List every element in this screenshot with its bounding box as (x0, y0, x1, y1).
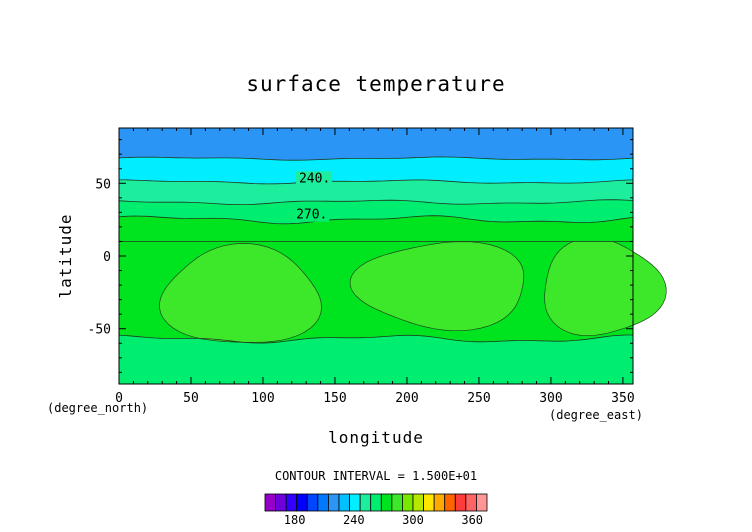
colorbar-swatch (433, 493, 446, 512)
colorbar-swatch (423, 493, 435, 512)
colorbar-swatch (402, 493, 414, 512)
colorbar: 180 240 300 360 (264, 493, 488, 527)
zone-patch (349, 241, 525, 332)
contour-labels: 240. 270. (293, 171, 332, 223)
x-tick-label: 250 (467, 391, 490, 406)
colorbar-swatch (380, 493, 393, 512)
colorbar-tick-label: 360 (461, 513, 483, 527)
colorbar-swatch (412, 493, 424, 512)
colorbar-swatch (465, 493, 477, 512)
colorbar-tick-label: 240 (343, 513, 365, 527)
contour-label-bg (293, 207, 330, 222)
contour-label: 240. (299, 171, 330, 186)
chart-title: surface temperature (246, 72, 505, 96)
colorbar-swatch (264, 493, 276, 512)
contour-line (118, 156, 634, 161)
x-axis-label: longitude (328, 428, 424, 447)
contour-label: 270. (296, 208, 327, 223)
x-tick-label: 100 (251, 391, 274, 406)
contour-label-bg (295, 171, 332, 186)
colorbar-tick-label: 180 (284, 513, 306, 527)
colorbar-swatch (476, 493, 488, 512)
y-axis-unit: (degree_north) (47, 401, 148, 415)
colorbar-swatch (296, 493, 308, 512)
colorbar-swatch (275, 493, 287, 512)
zone-patch (544, 237, 667, 337)
zone-band (119, 128, 633, 161)
colorbar-swatch (454, 493, 467, 512)
contour-line (118, 334, 633, 344)
y-axis-label: latitude (56, 213, 75, 298)
x-tick-label: 50 (183, 391, 199, 406)
colorbar-swatch (338, 493, 350, 512)
colorbar-swatch (370, 493, 382, 512)
y-tick-label: 50 (95, 177, 111, 192)
contour-interval-note: CONTOUR INTERVAL = 1.500E+01 (275, 469, 477, 483)
contour-line (118, 215, 634, 225)
colorbar-swatch (391, 493, 403, 512)
x-tick-label: 300 (539, 391, 562, 406)
colorbar-swatch (317, 493, 329, 512)
colorbar-swatch (359, 493, 372, 512)
colorbar-swatch (306, 493, 319, 512)
contour-line (118, 199, 634, 205)
plot-area: 240. 270. 0 50 100 150 200 250 300 350 -50 0 50 (88, 127, 667, 406)
axes: 0 50 100 150 200 250 300 350 -50 0 50 (88, 127, 635, 406)
y-tick-label: 0 (103, 250, 111, 265)
x-tick-label: 0 (115, 391, 123, 406)
colorbar-swatch (285, 493, 298, 512)
temperature-zones (119, 128, 667, 384)
x-tick-label: 350 (611, 391, 634, 406)
contour-line (119, 179, 634, 185)
contour-lines (118, 156, 634, 344)
y-tick-label: -50 (88, 323, 111, 338)
x-tick-label: 150 (323, 391, 346, 406)
x-tick-label: 200 (395, 391, 418, 406)
x-axis-unit: (degree_east) (549, 408, 643, 422)
colorbar-tick-label: 300 (402, 513, 424, 527)
zone-patch (159, 243, 322, 343)
colorbar-swatch (444, 493, 456, 512)
colorbar-swatch (349, 493, 361, 512)
colorbar-swatch (328, 493, 340, 512)
